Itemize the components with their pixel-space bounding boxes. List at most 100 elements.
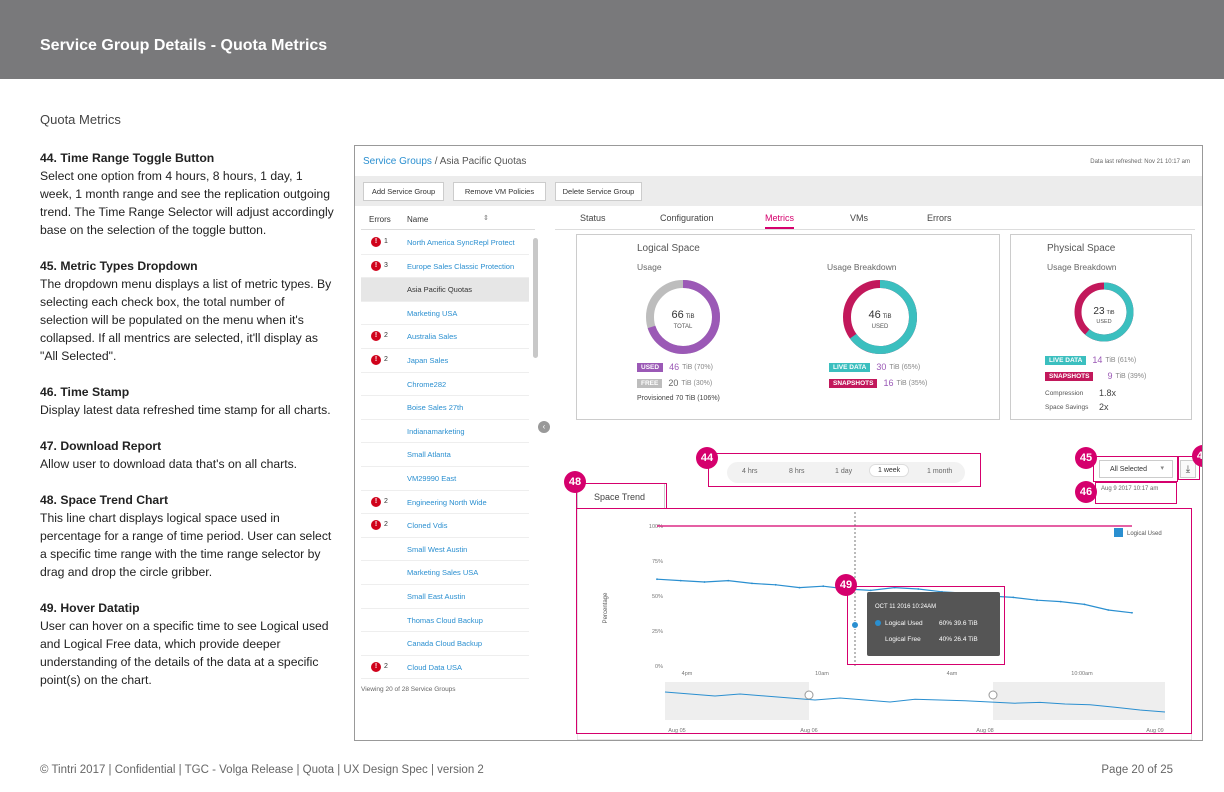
annotation-badge-47: 47: [1192, 445, 1202, 467]
list-item[interactable]: Canada Cloud Backup: [361, 632, 529, 656]
list-item[interactable]: VM29990 East: [361, 467, 529, 491]
list-item[interactable]: ! 2 Cloud Data USA: [361, 656, 529, 680]
legend-snapshots: SNAPSHOTS 16 TiB (35%): [829, 378, 927, 388]
tab-configuration[interactable]: Configuration: [660, 213, 714, 223]
refresh-timestamp: Data last refreshed: Nov 21 10:17 am: [1090, 159, 1190, 165]
annotation-badge-46: 46: [1075, 481, 1097, 503]
service-group-name: Boise Sales 27th: [407, 403, 464, 413]
list-item[interactable]: ! 2 Japan Sales: [361, 349, 529, 373]
snap-value: 16: [883, 378, 894, 388]
list-item[interactable]: ! 1 North America SyncRepl Protect: [361, 231, 529, 255]
list-item[interactable]: ! 2 Engineering North Wide: [361, 491, 529, 515]
service-group-name: Small West Austin: [407, 544, 468, 554]
usage-label: Usage: [637, 262, 662, 272]
list-item[interactable]: Indianamarketing: [361, 420, 529, 444]
errors-column-header[interactable]: Errors: [369, 215, 391, 224]
note-body: Display latest data refreshed time stamp…: [40, 403, 331, 417]
note-48: 48. Space Trend Chart This line chart dis…: [40, 491, 336, 581]
y-tick-label: 0%: [655, 664, 663, 670]
legend-swatch: [1114, 528, 1123, 537]
snap-value: 9: [1107, 371, 1113, 381]
provisioned-text: Provisioned 70 TiB (106%): [637, 395, 720, 402]
breadcrumb-link[interactable]: Service Groups: [363, 156, 432, 167]
note-title: 48. Space Trend Chart: [40, 493, 169, 507]
service-group-name: Thomas Cloud Backup: [407, 615, 483, 625]
list-item[interactable]: Chrome282: [361, 373, 529, 397]
live-detail: TiB (65%): [889, 363, 921, 371]
error-icon: !: [371, 496, 381, 507]
line-point: [1012, 596, 1015, 599]
service-group-name: Indianamarketing: [407, 426, 465, 436]
line-point: [774, 583, 777, 586]
service-group-name: Chrome282: [407, 379, 447, 389]
logical-space-card: Logical Space Usage Usage Breakdown 66 Ti…: [576, 234, 1000, 420]
time-range-toggle: 4 hrs 8 hrs 1 day 1 week 1 month: [727, 462, 965, 483]
download-icon: ⤓: [1185, 463, 1191, 475]
y-tick-label: 50%: [652, 594, 663, 600]
sort-icon[interactable]: ⇕: [483, 215, 489, 222]
list-item[interactable]: ! 2 Australia Sales: [361, 325, 529, 349]
service-group-name: Asia Pacific Quotas: [407, 285, 473, 295]
legend-live-data: LIVE DATA 30 TiB (65%): [829, 362, 920, 372]
tab-vms[interactable]: VMs: [850, 213, 868, 223]
service-group-name: North America SyncRepl Protect: [407, 238, 515, 247]
time-option-1week[interactable]: 1 week: [869, 464, 910, 477]
x-tick-label: 4am: [947, 671, 958, 677]
tab-errors[interactable]: Errors: [927, 213, 952, 223]
download-button[interactable]: ⤓: [1180, 460, 1196, 478]
delete-service-group-button[interactable]: Delete Service Group: [555, 182, 642, 201]
tooltip-used-label: Logical Used: [885, 620, 923, 627]
note-46: 46. Time Stamp Display latest data refres…: [40, 383, 336, 419]
error-count: 2: [384, 662, 388, 670]
add-service-group-button[interactable]: Add Service Group: [363, 182, 444, 201]
line-point: [679, 579, 682, 582]
space-trend-chart: 100% 75% 50% 25% 0% 4pm 10am 4am 10:00am Percen…: [577, 508, 1192, 740]
collapse-icon[interactable]: ‹: [538, 421, 550, 433]
annotation-box-47: [1178, 456, 1200, 480]
tab-status[interactable]: Status: [580, 213, 606, 223]
detail-tabs: Status Configuration Metrics VMs Errors: [555, 206, 1195, 230]
action-bar: Add Service Group Remove VM Policies Del…: [355, 176, 1202, 206]
list-item[interactable]: Small East Austin: [361, 585, 529, 609]
name-column-header[interactable]: Name: [407, 215, 429, 224]
remove-vm-policies-button[interactable]: Remove VM Policies: [453, 182, 546, 201]
list-item[interactable]: Asia Pacific Quotas: [361, 278, 529, 302]
list-item[interactable]: Thomas Cloud Backup: [361, 609, 529, 633]
list-item[interactable]: Marketing Sales USA: [361, 561, 529, 585]
range-left-gripper[interactable]: [804, 690, 814, 700]
annotation-badge-49: 49: [835, 574, 857, 596]
legend-live-data: LIVE DATA 14 TiB (61%): [1045, 355, 1136, 365]
x-axis-ticks: 4pm 10am 4am 10:00am: [682, 671, 1093, 677]
time-option-1day[interactable]: 1 day: [835, 468, 853, 475]
error-count: 2: [384, 356, 388, 363]
breadcrumb-separator: /: [431, 156, 440, 167]
time-option-4hrs[interactable]: 4 hrs: [742, 468, 758, 475]
hover-point[interactable]: [851, 621, 859, 629]
time-option-8hrs[interactable]: 8 hrs: [789, 468, 805, 475]
list-item[interactable]: Small West Austin: [361, 538, 529, 562]
dropdown-value: All Selected: [1110, 465, 1147, 473]
live-value: 14: [1092, 355, 1103, 365]
note-title: 45. Metric Types Dropdown: [40, 259, 198, 273]
tab-metrics[interactable]: Metrics: [765, 213, 794, 229]
physical-space-card: Physical Space Usage Breakdown 23 TiB USE…: [1010, 234, 1192, 420]
time-option-1month[interactable]: 1 month: [927, 468, 953, 475]
tooltip-used-value: 60% 39.6 TiB: [939, 620, 978, 627]
service-group-name: Cloud Data USA: [407, 662, 463, 672]
range-right-gripper[interactable]: [988, 690, 998, 700]
used-detail: TiB (70%): [682, 363, 713, 371]
list-item[interactable]: Small Atlanta: [361, 443, 529, 467]
list-item[interactable]: Marketing USA: [361, 302, 529, 326]
usage-breakdown-label: Usage Breakdown: [827, 262, 897, 272]
note-title: 49. Hover Datatip: [40, 601, 140, 615]
error-count: 2: [384, 332, 388, 340]
list-item[interactable]: ! 2 Cloned Vdis: [361, 514, 529, 538]
list-scrollbar[interactable]: [533, 238, 538, 358]
metric-types-dropdown[interactable]: All Selected ▾: [1099, 460, 1173, 478]
annotation-box-45: [1093, 456, 1178, 482]
legend-used: USED 46 TiB (70%): [637, 362, 713, 372]
list-item[interactable]: ! 3 Europe Sales Classic Protection: [361, 255, 529, 279]
donut-caption: USED: [1096, 319, 1111, 325]
list-item[interactable]: Boise Sales 27th: [361, 396, 529, 420]
error-count: 1: [384, 238, 388, 245]
